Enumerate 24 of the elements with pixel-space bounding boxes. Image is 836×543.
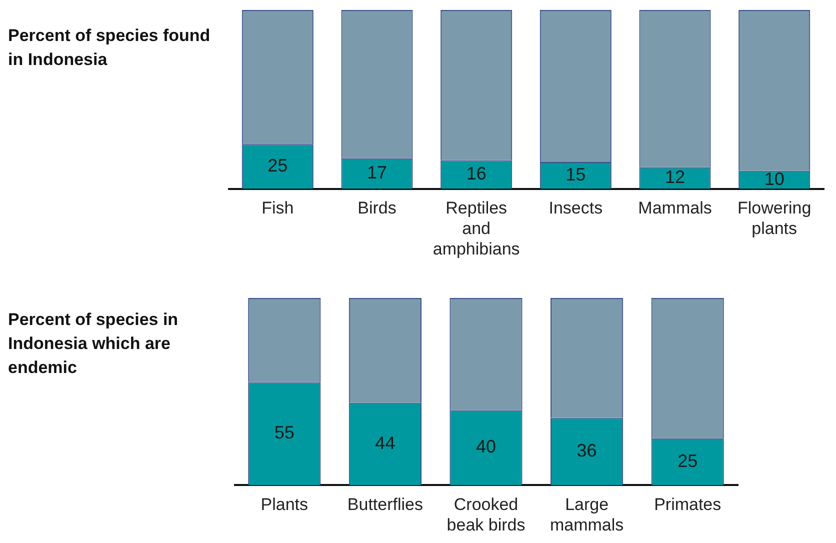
x-tick-label: Plants [260,495,308,514]
data-label: 25 [268,155,288,176]
data-label: 15 [566,164,586,184]
x-tick-label: Birds [358,198,396,218]
data-label: 16 [466,163,486,184]
text: Percent of species in Indonesia which are endemic [8,309,180,379]
data-label: 10 [764,168,784,189]
x-tick-label: Primates [654,495,722,514]
data-label: 17 [366,162,388,183]
x-tick-label: Insects [548,198,603,218]
x-tick-label: Mammals [638,198,712,218]
x-tick-label: Crooked beak birds [446,495,526,534]
data-label: 55 [274,422,294,443]
data-label: 36 [576,440,597,460]
text: Percent of species found in Indonesia [8,25,212,71]
x-tick-label: Fish [262,198,294,218]
data-label: 44 [375,432,396,453]
x-tick-label: Flowering plants [737,198,812,238]
data-label: 25 [678,450,698,471]
data-label: 40 [476,436,496,457]
x-tick-label: Butterflies [347,495,423,514]
data-label: 12 [664,167,686,188]
x-tick-label: Large mammals [550,495,624,534]
x-tick-label: Reptiles and amphibians [432,198,520,258]
